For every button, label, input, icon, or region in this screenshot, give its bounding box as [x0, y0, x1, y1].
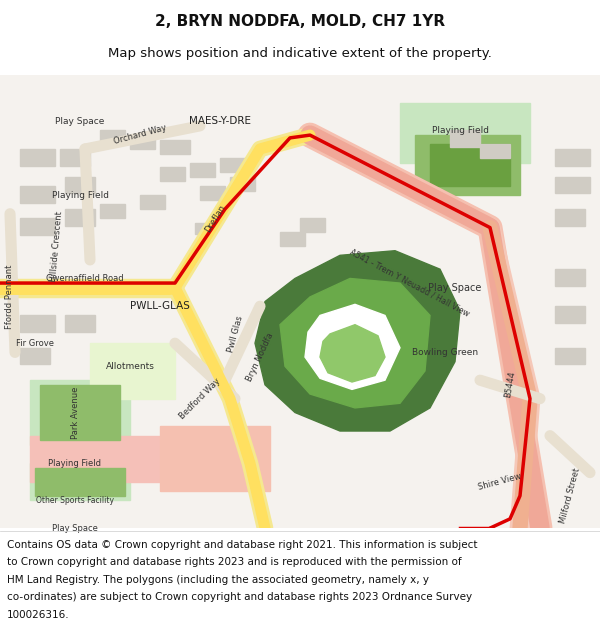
Text: Playing Field: Playing Field [52, 191, 109, 200]
Text: Map shows position and indicative extent of the property.: Map shows position and indicative extent… [108, 48, 492, 61]
Bar [555, 269, 585, 286]
Text: Playing Field: Playing Field [431, 126, 488, 135]
Text: Gwernaffield Road: Gwernaffield Road [46, 274, 124, 283]
Text: Allotments: Allotments [106, 362, 154, 371]
Bar [555, 149, 590, 166]
Bar [200, 186, 225, 200]
Bar [190, 163, 215, 177]
Text: A541 - Trem Y Neuadd / Hall View: A541 - Trem Y Neuadd / Hall View [349, 248, 471, 319]
Bar [20, 218, 55, 235]
Text: Orchard Way: Orchard Way [113, 124, 167, 146]
Bar [130, 135, 155, 149]
Text: Dreflan: Dreflan [203, 202, 227, 234]
Text: 100026316.: 100026316. [7, 609, 70, 619]
Text: Ffordd Pennant: Ffordd Pennant [5, 265, 14, 329]
Bar [60, 149, 90, 166]
Bar [65, 209, 95, 226]
Text: Fir Grove: Fir Grove [16, 339, 54, 348]
Polygon shape [40, 385, 120, 440]
Text: PWLL-GLAS: PWLL-GLAS [130, 301, 190, 311]
Polygon shape [255, 251, 460, 431]
Text: Play Space: Play Space [55, 117, 104, 126]
Text: 2, BRYN NODDFA, MOLD, CH7 1YR: 2, BRYN NODDFA, MOLD, CH7 1YR [155, 14, 445, 29]
Text: Pwll Glas: Pwll Glas [226, 314, 244, 353]
Bar [140, 195, 165, 209]
Text: Shire View: Shire View [478, 472, 523, 492]
Bar [160, 168, 185, 181]
Polygon shape [280, 279, 430, 408]
Text: Hillside Crescent: Hillside Crescent [49, 211, 65, 282]
Text: Contains OS data © Crown copyright and database right 2021. This information is : Contains OS data © Crown copyright and d… [7, 540, 478, 550]
Polygon shape [30, 436, 170, 482]
Polygon shape [320, 324, 385, 382]
Bar [20, 186, 55, 202]
Text: Bowling Green: Bowling Green [412, 348, 478, 357]
Text: Play Space: Play Space [428, 282, 482, 292]
Bar [195, 223, 215, 234]
Text: Milford Street: Milford Street [558, 467, 582, 524]
Bar [555, 209, 585, 226]
Text: HM Land Registry. The polygons (including the associated geometry, namely x, y: HM Land Registry. The polygons (includin… [7, 574, 429, 584]
Bar [555, 177, 590, 193]
Polygon shape [400, 102, 530, 163]
Bar [100, 204, 125, 218]
Text: Other Sports Facility: Other Sports Facility [36, 496, 114, 505]
Polygon shape [160, 426, 270, 491]
Bar [280, 232, 305, 246]
Text: Bryn Noddfa: Bryn Noddfa [245, 331, 275, 383]
Polygon shape [35, 468, 125, 496]
Bar [450, 131, 480, 147]
Bar [160, 140, 190, 154]
Polygon shape [305, 304, 400, 389]
Polygon shape [415, 135, 520, 195]
Text: co-ordinates) are subject to Crown copyright and database rights 2023 Ordnance S: co-ordinates) are subject to Crown copyr… [7, 592, 472, 602]
Text: Bedford Way: Bedford Way [178, 376, 222, 421]
Bar [100, 131, 125, 144]
Text: to Crown copyright and database rights 2023 and is reproduced with the permissio: to Crown copyright and database rights 2… [7, 558, 462, 568]
Polygon shape [30, 463, 130, 501]
Bar [65, 316, 95, 332]
Bar [555, 306, 585, 323]
Text: Play Space: Play Space [52, 524, 98, 532]
Text: MAES-Y-DRE: MAES-Y-DRE [189, 116, 251, 126]
Bar [555, 348, 585, 364]
Text: Playing Field: Playing Field [49, 459, 101, 468]
Bar [20, 149, 55, 166]
Bar [20, 316, 55, 332]
Text: B5444: B5444 [503, 371, 517, 399]
Bar [220, 158, 245, 172]
Text: Park Avenue: Park Avenue [71, 386, 79, 439]
Bar [65, 177, 95, 193]
Polygon shape [430, 144, 510, 186]
Bar [300, 218, 325, 232]
Polygon shape [30, 380, 130, 445]
Bar [230, 177, 255, 191]
Bar [480, 144, 510, 158]
Polygon shape [90, 343, 175, 399]
Bar [20, 348, 50, 364]
